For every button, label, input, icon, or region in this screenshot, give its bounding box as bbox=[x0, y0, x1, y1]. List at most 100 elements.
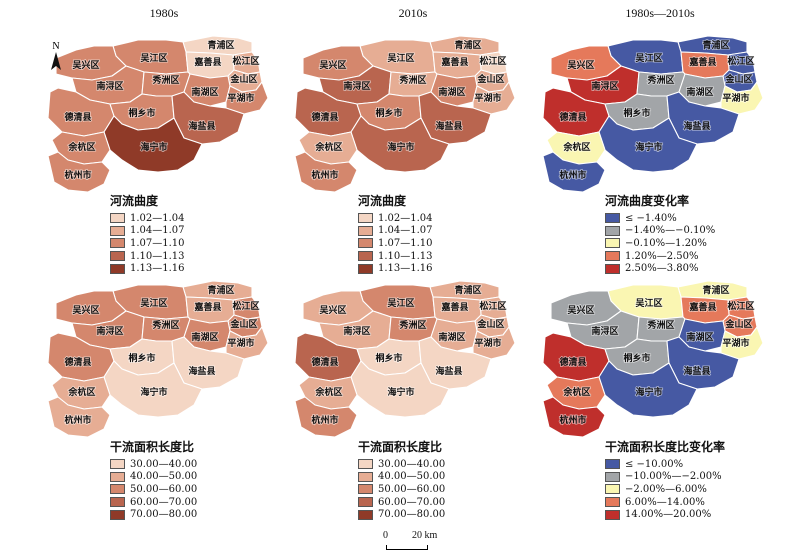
label-jinshan: 金山区 bbox=[229, 73, 257, 85]
label-haiyan: 海盐县 bbox=[188, 120, 215, 132]
legend-item: 70.00—80.00 bbox=[110, 508, 197, 521]
legend-item: 60.00—70.00 bbox=[358, 496, 445, 509]
label-nanxun: 南浔区 bbox=[96, 80, 123, 92]
region-haining bbox=[103, 360, 203, 418]
legend-swatch bbox=[605, 251, 620, 262]
legend-label: 1.13—1.16 bbox=[378, 263, 433, 275]
legend-swatch bbox=[605, 497, 620, 508]
label-pinghu: 平湖市 bbox=[227, 92, 254, 104]
legend-label: −1.40%—−0.10% bbox=[625, 225, 716, 237]
scale-bar: 0 20 km bbox=[378, 530, 448, 556]
legend-swatch bbox=[358, 251, 373, 262]
legend-label: 70.00—80.00 bbox=[378, 509, 446, 521]
legend-item: 2.50%—3.80% bbox=[605, 262, 715, 275]
legend-label: 1.13—1.16 bbox=[130, 263, 185, 275]
legend-item: −2.00%—6.00% bbox=[605, 483, 725, 496]
legend-item: 14.00%—20.00% bbox=[605, 508, 725, 521]
legend-swatch bbox=[358, 238, 373, 249]
label-songjiang: 松江区 bbox=[727, 55, 754, 67]
legend-item: 1.04—1.07 bbox=[110, 225, 185, 238]
legend-swatch bbox=[110, 225, 125, 236]
legend-item: −1.40%—−0.10% bbox=[605, 225, 715, 238]
label-wujiang: 吴江区 bbox=[387, 52, 414, 64]
legend-item: 6.00%—14.00% bbox=[605, 496, 725, 509]
label-songjiang: 松江区 bbox=[232, 55, 259, 67]
label-yuhang: 余杭区 bbox=[67, 141, 95, 153]
legend-swatch bbox=[110, 509, 125, 520]
region-pinghu bbox=[472, 81, 516, 115]
label-xiuzhou: 秀洲区 bbox=[646, 74, 674, 86]
legend-label: 1.02—1.04 bbox=[378, 212, 433, 224]
legend-curvature-1980s: 河流曲度 1.02—1.04 1.04—1.07 1.07—1.10 1.10—1.13… bbox=[110, 192, 185, 275]
legend-item: 1.02—1.04 bbox=[358, 212, 433, 225]
legend-label: 2.50%—3.80% bbox=[625, 263, 699, 275]
legend-label: ≤ −1.40% bbox=[625, 212, 677, 224]
legend-swatch bbox=[110, 238, 125, 249]
region-hangzhou bbox=[294, 396, 358, 438]
label-haiyan: 海盐县 bbox=[435, 365, 462, 377]
north-label: N bbox=[52, 41, 59, 52]
legend-label: 60.00—70.00 bbox=[378, 496, 446, 508]
legend-title: 河流曲度 bbox=[110, 194, 159, 208]
legend-item: 1.10—1.13 bbox=[358, 250, 433, 263]
label-haiyan: 海盐县 bbox=[435, 120, 462, 132]
label-xiuzhou: 秀洲区 bbox=[398, 74, 426, 86]
legend-item: 1.10—1.13 bbox=[110, 250, 185, 263]
label-haining: 海宁市 bbox=[140, 386, 167, 398]
label-yuhang: 余杭区 bbox=[314, 386, 342, 398]
legend-item: 40.00—50.00 bbox=[358, 471, 445, 484]
region-hangzhou bbox=[47, 151, 111, 193]
legend-ratio-change: 干流面积长度比变化率 ≤ −10.00% −10.00%—−2.00% −2.00%—… bbox=[605, 438, 725, 521]
legend-title: 干流面积长度比 bbox=[358, 440, 443, 454]
legend-swatch bbox=[358, 497, 373, 508]
label-wujiang: 吴江区 bbox=[387, 297, 414, 309]
legend-item: −10.00%—−2.00% bbox=[605, 471, 725, 484]
legend-item: 60.00—70.00 bbox=[110, 496, 197, 509]
label-jiashan: 嘉善县 bbox=[193, 56, 221, 68]
legend-ratio-2010s: 干流面积长度比 30.00—40.00 40.00—50.00 50.00—60.00… bbox=[358, 438, 445, 521]
label-hangzhou: 杭州市 bbox=[559, 414, 586, 426]
label-jinshan: 金山区 bbox=[724, 318, 752, 330]
label-jinshan: 金山区 bbox=[476, 318, 504, 330]
label-songjiang: 松江区 bbox=[479, 300, 506, 312]
legend-item: 1.20%—2.50% bbox=[605, 250, 715, 263]
label-nanhu: 南湖区 bbox=[686, 331, 713, 343]
label-haining: 海宁市 bbox=[140, 141, 167, 153]
region-haining bbox=[103, 115, 203, 173]
legend-ratio-1980s: 干流面积长度比 30.00—40.00 40.00—50.00 50.00—60.00… bbox=[110, 438, 197, 521]
legend-swatch bbox=[605, 471, 620, 482]
label-wuxing: 吴兴区 bbox=[72, 304, 99, 316]
legend-swatch bbox=[358, 263, 373, 274]
region-pinghu bbox=[225, 326, 269, 360]
legend-title: 干流面积长度比 bbox=[110, 440, 195, 454]
legend-item: 50.00—60.00 bbox=[110, 483, 197, 496]
label-jiashan: 嘉善县 bbox=[688, 56, 716, 68]
label-qingpu: 青浦区 bbox=[702, 284, 729, 296]
legend-label: 50.00—60.00 bbox=[130, 483, 198, 495]
legend-swatch bbox=[358, 225, 373, 236]
label-yuhang: 余杭区 bbox=[67, 386, 95, 398]
scale-bar-line bbox=[386, 545, 428, 550]
label-wujiang: 吴江区 bbox=[635, 52, 662, 64]
legend-swatch bbox=[605, 263, 620, 274]
legend-item: 50.00—60.00 bbox=[358, 483, 445, 496]
label-wuxing: 吴兴区 bbox=[567, 304, 594, 316]
column-title-1980s: 1980s bbox=[149, 6, 179, 20]
label-nanxun: 南浔区 bbox=[591, 80, 618, 92]
legend-label: 60.00—70.00 bbox=[130, 496, 198, 508]
scale-bar-length: 20 km bbox=[412, 530, 438, 541]
legend-label: 1.07—1.10 bbox=[130, 237, 185, 249]
legend-item: 30.00—40.00 bbox=[110, 458, 197, 471]
label-xiuzhou: 秀洲区 bbox=[646, 319, 674, 331]
region-haining bbox=[598, 115, 698, 173]
legend-item: 1.04—1.07 bbox=[358, 225, 433, 238]
label-deqing: 德清县 bbox=[64, 356, 91, 368]
label-jinshan: 金山区 bbox=[476, 73, 504, 85]
label-qingpu: 青浦区 bbox=[207, 39, 234, 51]
legend-swatch bbox=[605, 213, 620, 224]
label-jinshan: 金山区 bbox=[724, 73, 752, 85]
